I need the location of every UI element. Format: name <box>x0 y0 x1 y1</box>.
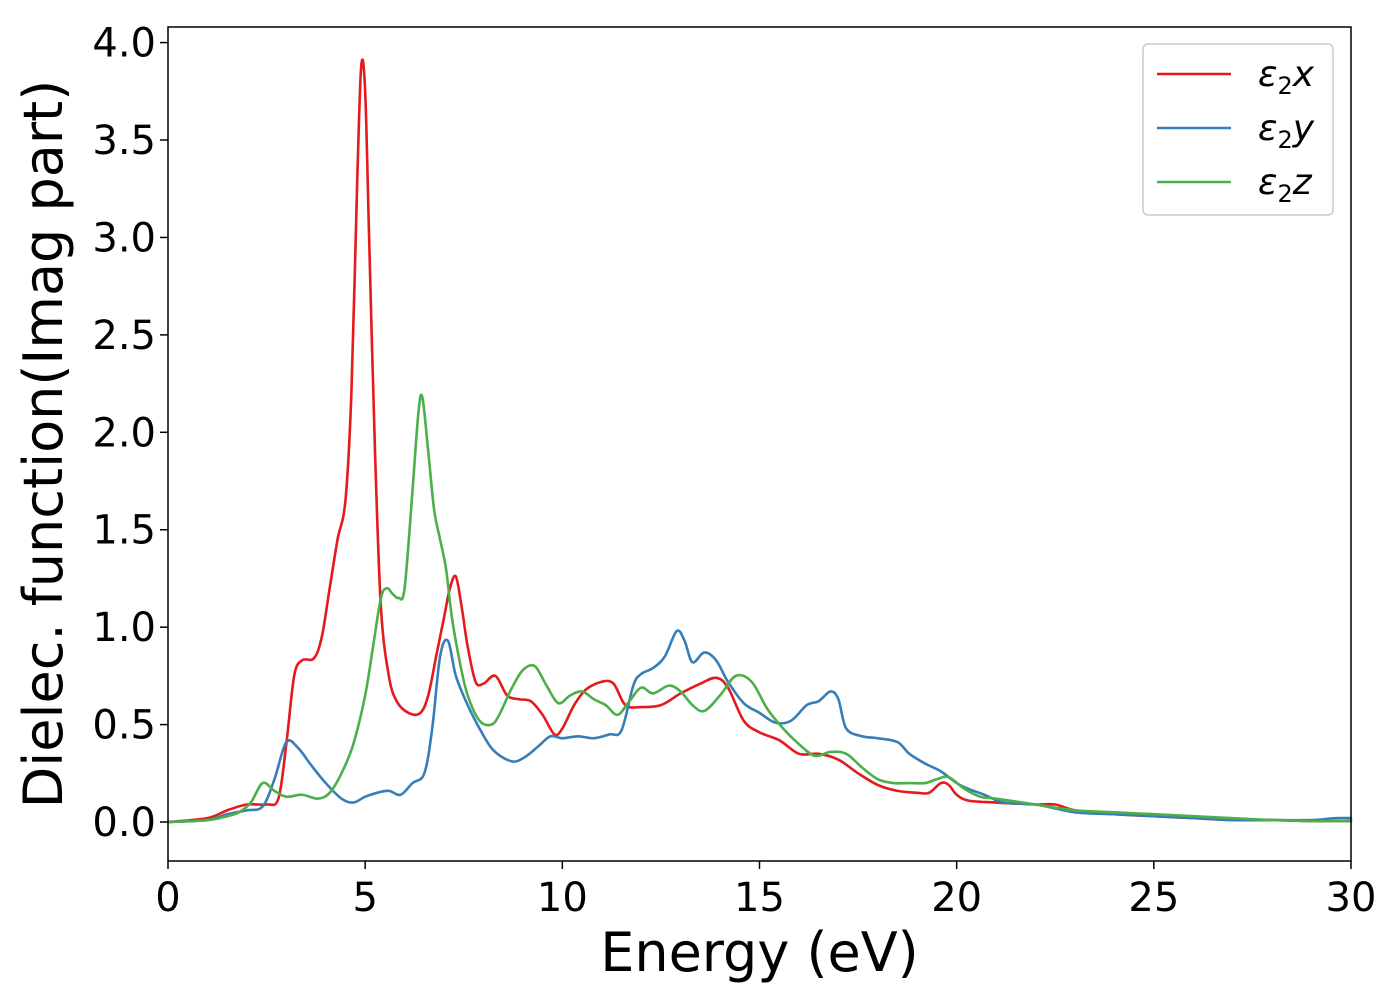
plot-lines <box>166 58 1353 824</box>
x-axis-label: Energy (eV) <box>600 921 919 984</box>
x-tick-label: 25 <box>1128 875 1179 921</box>
legend-label-x: ε2x <box>1258 54 1315 100</box>
x-tick-label: 20 <box>931 875 982 921</box>
y-axis: 0.0 0.5 1.0 1.5 2.0 2.5 3.0 3.5 4.0 <box>92 21 168 846</box>
y-tick-label: 2.0 <box>92 410 156 456</box>
series-line-x <box>166 58 1353 824</box>
y-tick-label: 1.5 <box>92 508 156 554</box>
y-tick-label: 4.0 <box>92 21 156 67</box>
x-tick-label: 10 <box>537 875 588 921</box>
y-tick-label: 2.5 <box>92 313 156 359</box>
y-tick-label: 1.0 <box>92 605 156 651</box>
x-tick-label: 30 <box>1326 875 1377 921</box>
legend-frame <box>1142 43 1334 216</box>
series-line-z <box>166 393 1353 824</box>
x-tick-label: 0 <box>155 875 180 921</box>
x-tick-label: 5 <box>352 875 377 921</box>
y-axis-label: Dielec. function(Imag part) <box>12 80 75 809</box>
y-tick-label: 3.0 <box>92 215 156 261</box>
legend: ε2x ε2y ε2z <box>1142 43 1334 216</box>
x-axis: 0 5 10 15 20 25 30 <box>155 861 1376 921</box>
x-tick-label: 15 <box>734 875 785 921</box>
y-tick-label: 3.5 <box>92 118 156 164</box>
series-line-y <box>166 629 1353 824</box>
y-tick-label: 0.5 <box>92 703 156 749</box>
legend-label-z: ε2z <box>1258 162 1313 208</box>
legend-label-y: ε2y <box>1258 108 1315 154</box>
y-tick-label: 0.0 <box>92 800 156 846</box>
